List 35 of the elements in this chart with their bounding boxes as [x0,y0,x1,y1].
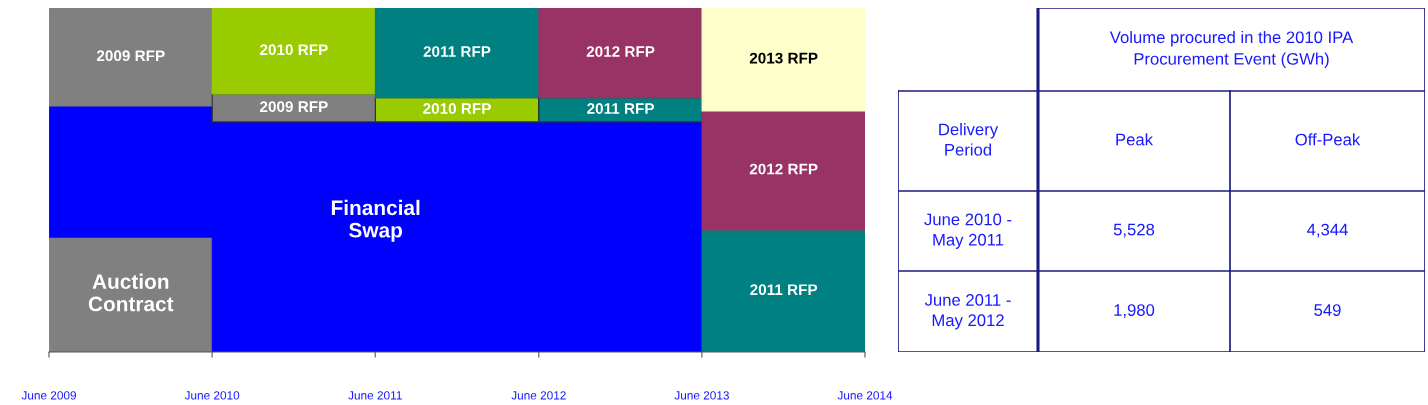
text: 2012 RFP [749,163,818,175]
category-label: Off-Peak [1295,133,1361,146]
text: 2011 RFP [750,284,818,296]
text: 5,528 [1113,223,1155,238]
series-label: 2012 RFP [586,46,655,57]
x-tick-label: June 2011 [348,391,402,400]
category-label: Peak [1116,133,1154,146]
series-label: 2009 RFP [260,101,328,113]
bar [211,8,377,95]
text: 2010 RFP [260,44,328,56]
x-tick-label: June 2010 [184,391,240,400]
bar [49,236,213,352]
x-tick-label: June 2014 [837,391,893,400]
bar [538,8,703,99]
bar [701,8,865,112]
text: 2011 RFP [423,46,491,57]
text: Volume procured in the 2010 IPA Procurement Event (GWh) [1109,30,1354,69]
category-label: June 2010 - May 2011 [924,213,1012,249]
series-label: 2010 RFP [423,103,491,114]
series-label: 2013 RFP [749,52,818,64]
x-tick-label: June 2009 [21,391,77,400]
text: 2009 RFP [96,50,165,62]
series-label: Auction Contract [88,273,174,312]
text: 1,980 [1114,304,1155,318]
bar [374,8,540,99]
text: Delivery Period [939,123,999,156]
bar [701,110,865,231]
x-tick-label: June 2012 [511,391,566,400]
bar [701,229,865,352]
series-label: 2011 RFP [587,103,655,114]
text: 4,344 [1307,223,1348,238]
text: 549 [1314,304,1341,316]
series-label: Financial Swap [331,199,420,242]
category-label: June 2011 - May 2012 [924,293,1011,330]
x-tick-label: June 2013 [674,391,729,400]
